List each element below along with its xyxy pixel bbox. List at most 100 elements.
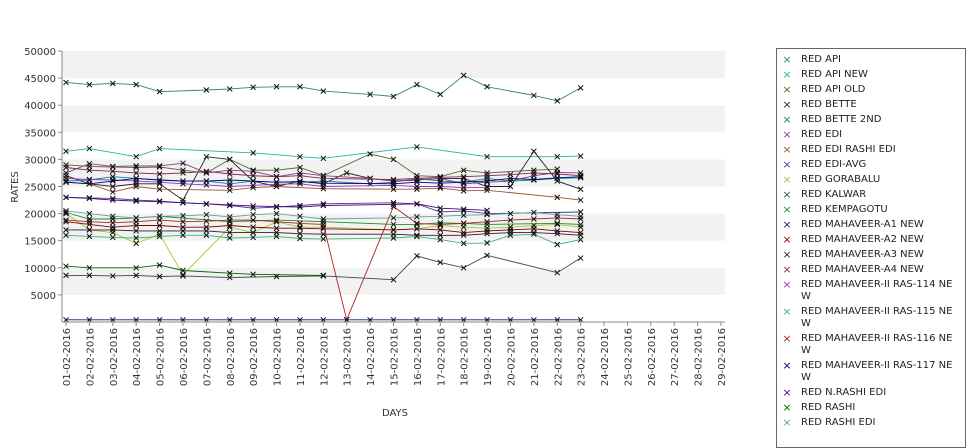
data-point: [133, 81, 140, 88]
data-point: [273, 173, 280, 180]
legend-marker-icon: ×: [782, 263, 792, 276]
data-point: [507, 316, 514, 323]
data-point: [250, 217, 256, 223]
legend-marker-icon: ×: [782, 68, 792, 81]
legend-item: × RED BETTE 2ND: [777, 114, 965, 126]
data-point: [226, 86, 233, 92]
data-point: [250, 316, 256, 323]
data-point: [86, 180, 93, 187]
legend-marker-icon: ×: [782, 158, 792, 171]
series-line: [66, 254, 581, 281]
data-point: [437, 180, 444, 187]
data-point: [484, 207, 490, 214]
x-tick-label: 19-02-2016: [483, 328, 494, 386]
x-tick-label: 28-02-2016: [694, 328, 705, 386]
data-point: [109, 219, 116, 226]
data-point: [156, 177, 163, 183]
data-point: [297, 172, 303, 179]
data-point: [437, 232, 444, 239]
data-point: [109, 273, 116, 279]
legend-label: RED GORABALU: [801, 174, 881, 185]
data-point: [63, 227, 69, 233]
legend-marker-icon: ×: [782, 143, 792, 156]
legend-label: RED API NEW: [801, 69, 868, 80]
data-point: [554, 230, 561, 237]
data-point: [297, 164, 303, 171]
data-point: [133, 264, 140, 271]
data-point: [297, 204, 303, 210]
data-point: [273, 83, 280, 90]
legend-item: × RED API: [777, 54, 965, 66]
data-point: [390, 235, 397, 241]
data-point: [414, 81, 420, 88]
data-point: [109, 234, 116, 241]
data-point: [437, 316, 444, 323]
legend-label: RED BETTE 2ND: [801, 114, 882, 125]
data-point: [273, 179, 280, 186]
data-point: [86, 210, 93, 217]
data-point: [320, 88, 327, 94]
data-point: [203, 228, 210, 234]
x-tick-label: 02-02-2016: [85, 328, 96, 386]
data-point: [156, 316, 163, 323]
data-point: [390, 156, 397, 163]
data-point: [531, 316, 537, 323]
legend-label: RED MAHAVEER-II RAS-115 NEW: [801, 306, 953, 329]
data-point: [250, 203, 256, 209]
data-point: [86, 195, 93, 202]
data-point: [180, 170, 186, 176]
legend-label: RED EDI-AVG: [801, 159, 867, 170]
data-point: [414, 221, 420, 228]
x-tick-label: 21-02-2016: [530, 328, 541, 386]
data-point: [133, 272, 140, 279]
data-point: [180, 271, 186, 278]
legend-label: RED KALWAR: [801, 189, 867, 200]
data-point: [554, 194, 561, 201]
x-tick-label: 11-02-2016: [296, 328, 307, 386]
x-tick-label: 16-02-2016: [413, 328, 424, 386]
data-point: [203, 153, 210, 160]
data-point: [250, 211, 256, 218]
data-point: [86, 81, 93, 88]
data-point: [203, 316, 210, 323]
data-point: [133, 175, 140, 182]
data-point: [531, 92, 537, 99]
data-point: [320, 185, 327, 192]
data-point: [250, 234, 256, 241]
data-point: [414, 183, 420, 190]
data-point: [133, 197, 140, 203]
legend-item: × RED N.RASHI EDI: [777, 387, 965, 399]
series-0: [63, 72, 584, 104]
data-point: [86, 167, 93, 174]
data-point: [414, 225, 420, 232]
data-point: [460, 232, 467, 239]
data-point: [577, 213, 584, 220]
legend-label: RED API OLD: [801, 84, 866, 95]
legend-marker-icon: ×: [782, 173, 792, 186]
data-point: [320, 272, 327, 279]
data-point: [63, 263, 69, 270]
data-point: [63, 179, 69, 186]
data-point: [133, 163, 140, 169]
data-point: [414, 316, 420, 323]
x-tick-label: 24-02-2016: [600, 328, 611, 386]
data-point: [554, 211, 561, 218]
series-line: [65, 181, 581, 201]
data-point: [133, 153, 140, 160]
data-point: [273, 181, 280, 188]
data-point: [437, 259, 444, 266]
data-point: [554, 153, 561, 160]
data-point: [180, 160, 186, 167]
data-point: [367, 151, 373, 157]
data-point: [133, 316, 140, 323]
data-point: [320, 175, 327, 182]
x-tick-label: 08-02-2016: [226, 328, 237, 386]
data-point: [554, 174, 561, 181]
legend-label: RED MAHAVEER-II RAS-114 NEW: [801, 279, 953, 302]
data-point: [180, 316, 186, 323]
data-point: [180, 273, 186, 279]
y-tick-label: 15000: [24, 237, 56, 248]
series-18: [63, 173, 584, 187]
legend-label: RED N.RASHI EDI: [801, 387, 887, 398]
data-point: [109, 316, 116, 323]
